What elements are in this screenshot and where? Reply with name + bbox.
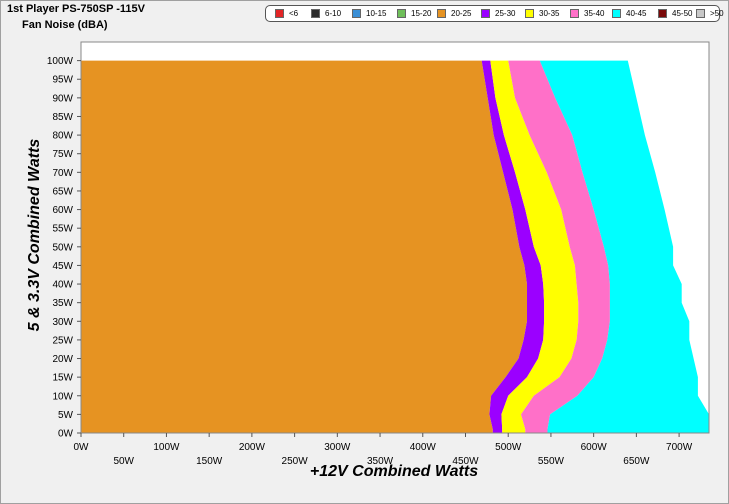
x-tick-label: 400W (410, 442, 437, 453)
plot-border (80, 41, 710, 434)
x-tick-label: 550W (538, 456, 565, 467)
y-tick-label: 15W (52, 373, 73, 384)
y-tick-label: 55W (52, 224, 73, 235)
legend-swatch (481, 9, 490, 18)
band-40-45 (539, 60, 709, 433)
legend-swatch (352, 9, 361, 18)
legend-label: 35-40 (584, 9, 605, 18)
legend-label: 25-30 (495, 9, 516, 18)
legend-swatch (397, 9, 406, 18)
x-tick-label: 50W (113, 456, 134, 467)
band-20-25 (81, 60, 527, 433)
x-tick-label: 300W (324, 442, 351, 453)
x-tick-label: 200W (239, 442, 266, 453)
legend-label: 15-20 (411, 9, 432, 18)
y-axis-label: 5 & 3.3V Combined Watts (26, 138, 43, 332)
x-tick-label: 0W (74, 442, 90, 453)
legend-swatch (658, 9, 667, 18)
band-25-30 (481, 60, 545, 433)
legend-label: >50 (710, 9, 724, 18)
y-tick-label: 100W (47, 56, 74, 67)
legend-label: 20-25 (451, 9, 472, 18)
legend-swatch (311, 9, 320, 18)
legend-label: 6-10 (325, 9, 342, 18)
y-tick-label: 40W (52, 280, 73, 291)
legend-label: 10-15 (366, 9, 387, 18)
y-tick-label: 75W (52, 149, 73, 160)
x-tick-label: 450W (452, 456, 479, 467)
x-tick-label: 600W (581, 442, 608, 453)
x-tick-label: 500W (495, 442, 522, 453)
x-tick-label: 150W (196, 456, 223, 467)
y-tick-label: 0W (58, 429, 74, 440)
legend-swatch (437, 9, 446, 18)
legend-label: 40-45 (626, 9, 647, 18)
x-tick-label: 700W (666, 442, 693, 453)
x-axis-label: +12V Combined Watts (309, 463, 479, 480)
y-tick-label: 65W (52, 186, 73, 197)
y-tick-label: 10W (52, 391, 73, 402)
x-tick-label: 100W (153, 442, 180, 453)
y-tick-label: 95W (52, 75, 73, 86)
legend: <6 6-10 10-15 15-20 20-25 25-30 30-35 35-40 40-4… (265, 5, 724, 22)
y-tick-label: 85W (52, 112, 73, 123)
legend-label: 45-50 (672, 9, 693, 18)
legend-swatch (612, 9, 621, 18)
y-tick-label: 60W (52, 205, 73, 216)
x-tick-label: 650W (623, 456, 650, 467)
x-tick-label: 350W (367, 456, 394, 467)
x-tick-label: 250W (282, 456, 309, 467)
legend-swatch (570, 9, 579, 18)
legend-label: 30-35 (539, 9, 560, 18)
y-tick-label: 20W (52, 354, 73, 365)
y-tick-label: 90W (52, 93, 73, 104)
legend-swatch (525, 9, 534, 18)
chart-subtitle: Fan Noise (dBA) (22, 19, 108, 31)
chart-title: 1st Player PS-750SP -115V (7, 3, 146, 15)
y-tick-label: 70W (52, 168, 73, 179)
y-tick-label: 50W (52, 242, 73, 253)
y-tick-label: 30W (52, 317, 73, 328)
y-tick-label: 35W (52, 298, 73, 309)
legend-swatch (275, 9, 284, 18)
y-tick-label: 45W (52, 261, 73, 272)
band-35-40 (508, 60, 610, 433)
legend-swatch (696, 9, 705, 18)
y-tick-label: 5W (58, 410, 74, 421)
y-tick-label: 25W (52, 335, 73, 346)
legend-label: <6 (289, 9, 299, 18)
y-tick-label: 80W (52, 131, 73, 142)
band-30-35 (490, 60, 579, 433)
